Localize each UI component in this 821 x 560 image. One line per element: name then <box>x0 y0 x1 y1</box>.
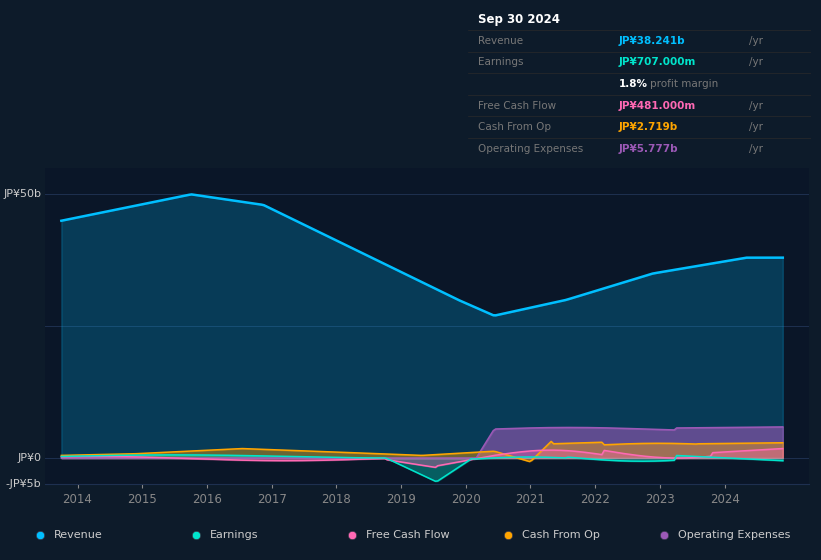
Text: JP¥0: JP¥0 <box>17 453 41 463</box>
Text: Revenue: Revenue <box>479 36 524 46</box>
Text: Cash From Op: Cash From Op <box>479 122 551 132</box>
Text: Cash From Op: Cash From Op <box>522 530 600 539</box>
Text: /yr: /yr <box>750 36 764 46</box>
Text: Revenue: Revenue <box>54 530 103 539</box>
Text: Earnings: Earnings <box>210 530 259 539</box>
Text: profit margin: profit margin <box>650 79 718 89</box>
Text: JP¥707.000m: JP¥707.000m <box>619 58 696 67</box>
Text: Earnings: Earnings <box>479 58 524 67</box>
Text: Free Cash Flow: Free Cash Flow <box>479 101 557 111</box>
Text: Operating Expenses: Operating Expenses <box>479 144 584 154</box>
Text: JP¥38.241b: JP¥38.241b <box>619 36 686 46</box>
Text: Sep 30 2024: Sep 30 2024 <box>479 13 560 26</box>
Text: /yr: /yr <box>750 58 764 67</box>
Text: JP¥50b: JP¥50b <box>3 189 41 199</box>
Text: JP¥5.777b: JP¥5.777b <box>619 144 679 154</box>
Text: /yr: /yr <box>750 144 764 154</box>
Text: 1.8%: 1.8% <box>619 79 648 89</box>
Text: Operating Expenses: Operating Expenses <box>678 530 791 539</box>
Text: JP¥481.000m: JP¥481.000m <box>619 101 696 111</box>
Text: /yr: /yr <box>750 122 764 132</box>
Text: Free Cash Flow: Free Cash Flow <box>366 530 450 539</box>
Text: JP¥2.719b: JP¥2.719b <box>619 122 678 132</box>
Text: -JP¥5b: -JP¥5b <box>6 479 41 489</box>
Text: /yr: /yr <box>750 101 764 111</box>
